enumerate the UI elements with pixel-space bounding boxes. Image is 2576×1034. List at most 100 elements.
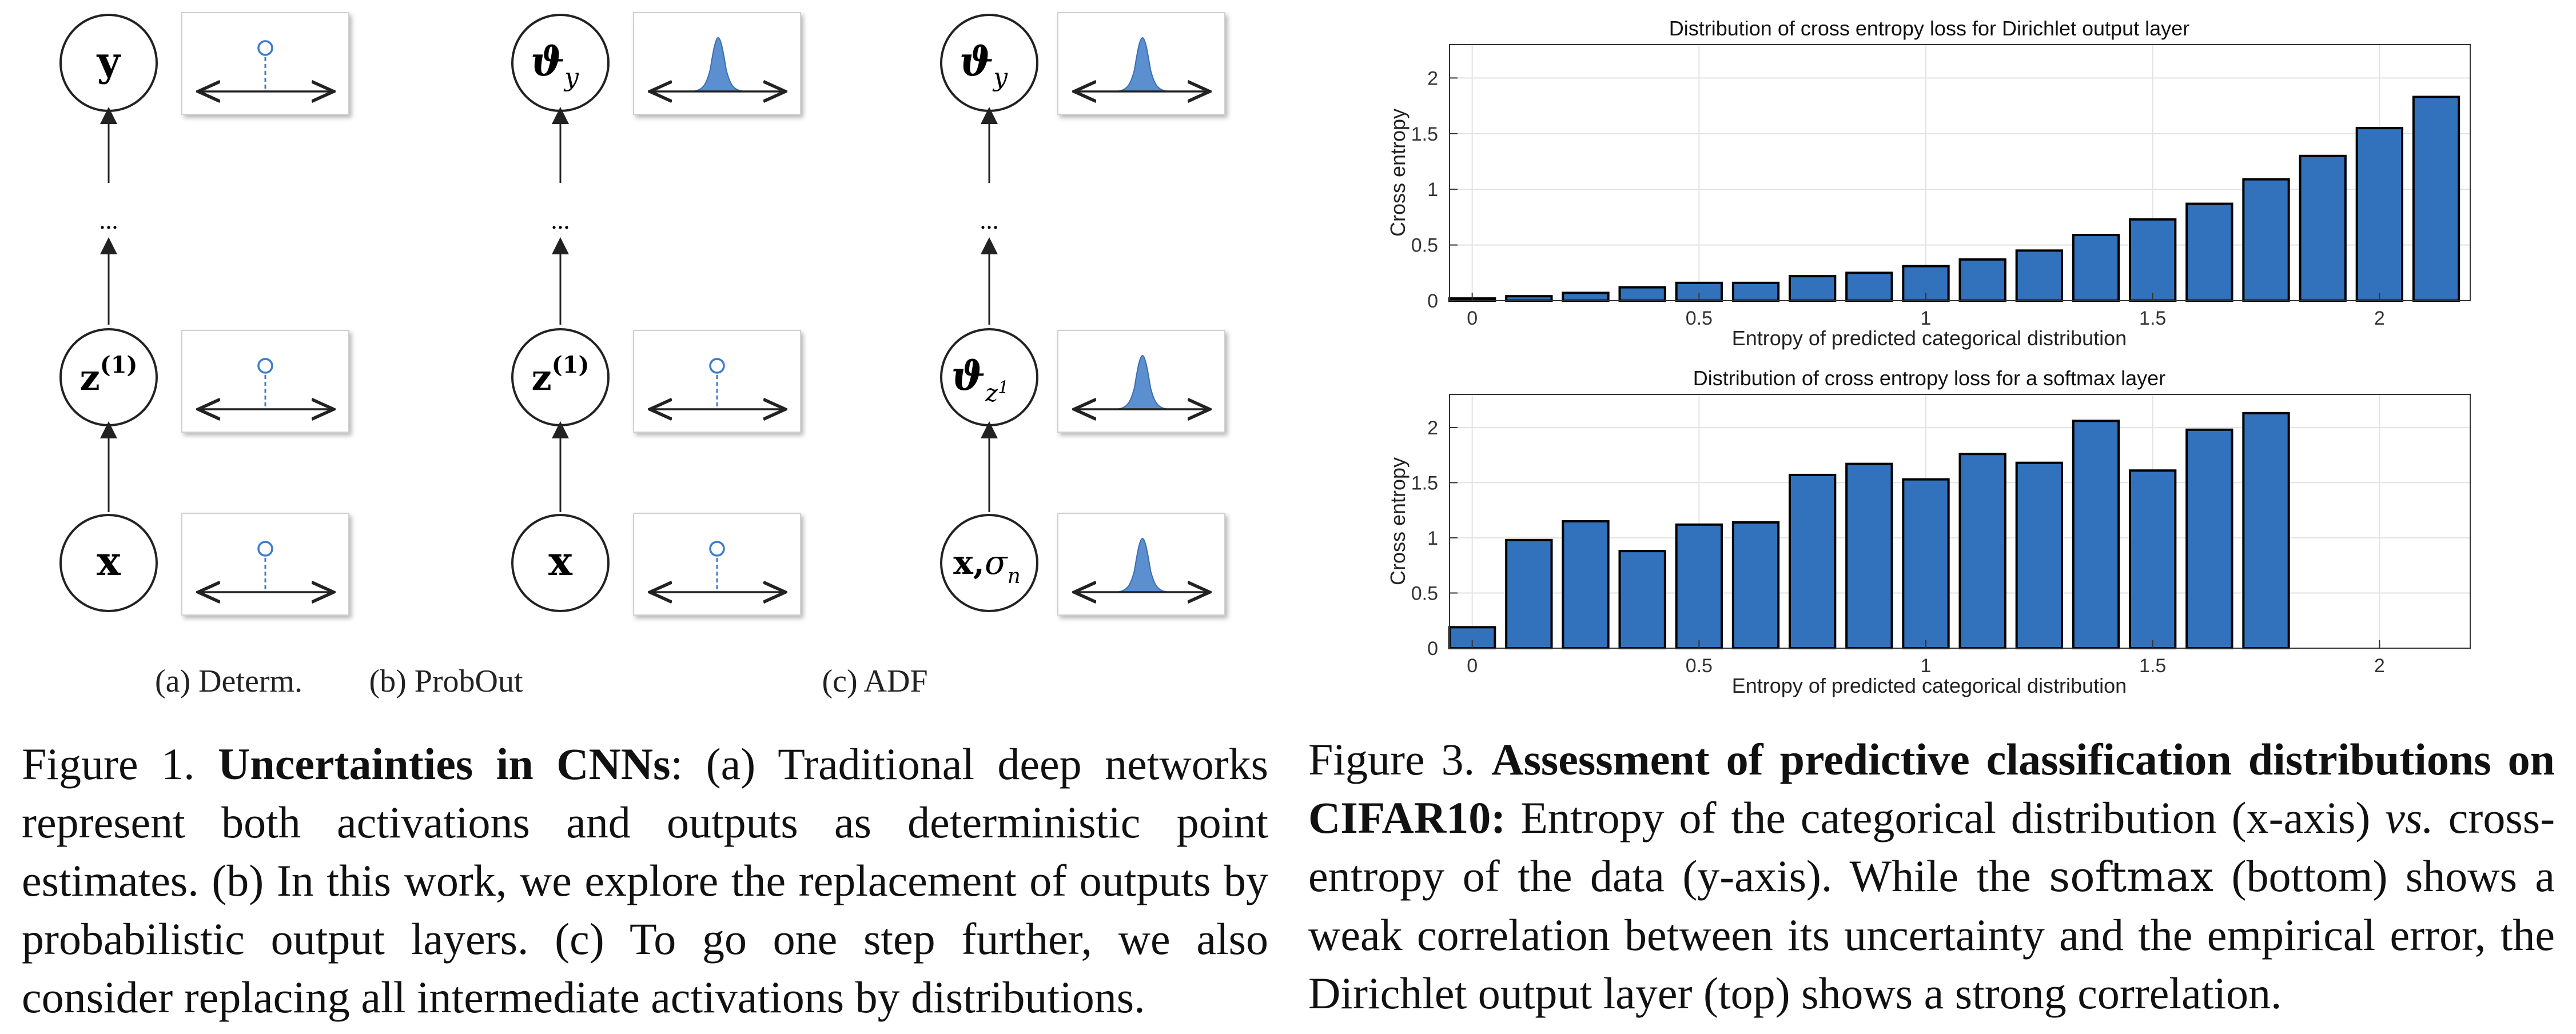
- x-axis-label: Entropy of predicted categorical distrib…: [1732, 674, 2127, 697]
- figure-1-diagram: y ... z(1) x (a) Determ. ϑy ... z(1) x (…: [59, 0, 1258, 699]
- bar: [1958, 453, 2006, 649]
- gaussian-distribution-icon: [1058, 330, 1225, 432]
- y-tick-label: 2: [1427, 417, 1438, 439]
- caption-softmax: softmax: [2049, 853, 2213, 901]
- ellipsis: ...: [551, 206, 570, 234]
- x-tick-label: 1: [1921, 308, 1932, 329]
- bar: [1789, 275, 1837, 302]
- x-tick-label: 1.5: [2139, 308, 2166, 329]
- y-tick-label: 1: [1427, 528, 1438, 549]
- point-distribution-icon: [182, 513, 349, 615]
- caption-text-b: In this work, we explore the replacement…: [22, 856, 1269, 964]
- y-tick-label: 0.5: [1411, 235, 1438, 257]
- plot-frame: [1449, 44, 2471, 301]
- point-distribution-icon: [182, 13, 349, 114]
- x-tick-label: 0: [1467, 655, 1478, 677]
- gaussian-distribution-icon: [1058, 13, 1225, 114]
- caption-title: Assessment of predictive classification …: [1308, 734, 2555, 843]
- y-axis-label: Cross entropy: [1386, 457, 1410, 585]
- bar: [1505, 295, 1553, 302]
- bar: [2299, 154, 2347, 302]
- x-tick-label: 0.5: [1686, 655, 1713, 677]
- y-tick-label: 0: [1427, 290, 1438, 312]
- bar: [2412, 95, 2460, 302]
- caption-title: Uncertainties in CNNs: [218, 739, 671, 789]
- bar: [2072, 234, 2120, 302]
- caption-text-1: Entropy of the categorical distribution …: [1520, 793, 2371, 843]
- bar: [2129, 218, 2177, 302]
- chart-softmax: 0 0.5 1 1.5 2 0 0.5 1 1.5 2 Distribution of cross …: [1386, 366, 2471, 697]
- bar: [2242, 412, 2290, 649]
- subcaption-b: (b) ProbOut: [369, 664, 523, 699]
- node-x-sigma: [940, 514, 1038, 612]
- caption-prefix: Figure 1.: [22, 739, 195, 789]
- y-tick-label: 1.5: [1411, 472, 1438, 494]
- bar: [2129, 469, 2177, 649]
- column-a: y ... z(1) x (a) Determ.: [59, 13, 349, 699]
- bar: [1731, 281, 1780, 302]
- subcaption-a: (a) Determ.: [155, 664, 302, 699]
- bar: [2015, 461, 2063, 649]
- chart-dirichlet: 0 0.5 1 1.5 2 0 0.5 1 1.5 2 Distribution of cross …: [1386, 17, 2471, 350]
- y-axis-label: Cross entropy: [1386, 109, 1410, 237]
- x-axis-label: Entropy of predicted categorical distrib…: [1732, 326, 2127, 350]
- y-tick-label: 0.5: [1411, 582, 1438, 604]
- bar: [2185, 202, 2233, 302]
- ellipsis: ...: [980, 206, 999, 234]
- bar: [2185, 428, 2233, 649]
- y-tick-label: 2: [1427, 67, 1438, 89]
- x-tick-label: 2: [2374, 308, 2385, 329]
- bar: [1505, 538, 1553, 649]
- bar: [1845, 462, 1893, 649]
- chart-title: Distribution of cross entropy loss for D…: [1669, 17, 2189, 40]
- ref-b[interactable]: (b): [212, 856, 264, 905]
- y-tick-label: 1: [1427, 179, 1438, 201]
- bar: [1618, 550, 1666, 650]
- caption-prefix: Figure 3.: [1308, 734, 1475, 784]
- bar: [1562, 520, 1610, 649]
- point-distribution-icon: [182, 330, 349, 432]
- x-tick-label: 1.5: [2139, 655, 2166, 677]
- bar: [1958, 258, 2006, 302]
- chart-title: Distribution of cross entropy loss for a…: [1693, 366, 2165, 390]
- y-tick-label: 1.5: [1411, 123, 1438, 145]
- column-c: ϑy ... ϑz1 x,σn (c) ADF: [822, 13, 1225, 699]
- ellipsis: ...: [99, 206, 118, 234]
- x-tick-label: 1: [1921, 655, 1932, 677]
- bar: [1731, 521, 1780, 649]
- ref-a[interactable]: (a): [706, 739, 756, 789]
- x-tick-label: 0: [1467, 308, 1478, 329]
- gaussian-distribution-icon: [634, 13, 801, 114]
- figure-3-caption: Figure 3. Assessment of predictive class…: [1308, 730, 2555, 1023]
- x-tick-label: 0.5: [1686, 308, 1713, 329]
- bar: [1618, 286, 1666, 302]
- figure-1-caption: Figure 1. Uncertainties in CNNs: (a) Tra…: [22, 739, 1269, 1022]
- caption-text-3: (bottom) shows a weak correlation betwee…: [1308, 851, 2555, 1018]
- bar: [2015, 249, 2063, 302]
- bar: [2072, 420, 2120, 649]
- node-y-label: y: [97, 38, 122, 85]
- bar: [1675, 523, 1723, 650]
- y-tick-label: 0: [1427, 638, 1438, 660]
- bar: [1902, 478, 1950, 650]
- gaussian-distribution-icon: [1058, 513, 1225, 615]
- node-x: [59, 514, 158, 612]
- bar: [1562, 292, 1610, 302]
- bar: [1789, 473, 1837, 649]
- caption-text-c: To go one step further, we also consider…: [22, 914, 1268, 1022]
- bar: [1845, 272, 1893, 302]
- x-tick-label: 2: [2374, 655, 2385, 677]
- plot-frame: [1449, 394, 2471, 649]
- column-b: ϑy ... z(1) x (b) ProbOut: [369, 13, 801, 699]
- caption-text-2: cross-entropy of the data (y-axis). Whil…: [1308, 793, 2555, 901]
- caption-text-a: Traditional deep networks represent both…: [22, 739, 1269, 905]
- bar: [2242, 178, 2290, 302]
- subcaption-c: (c) ADF: [822, 664, 927, 699]
- ref-c[interactable]: (c): [555, 914, 604, 964]
- node-x-label: x: [548, 537, 573, 585]
- caption-vs: vs.: [2385, 793, 2434, 843]
- node-x: [511, 514, 610, 612]
- node-x-label: x: [97, 537, 121, 585]
- point-distribution-icon: [634, 513, 801, 615]
- point-distribution-icon: [634, 330, 801, 432]
